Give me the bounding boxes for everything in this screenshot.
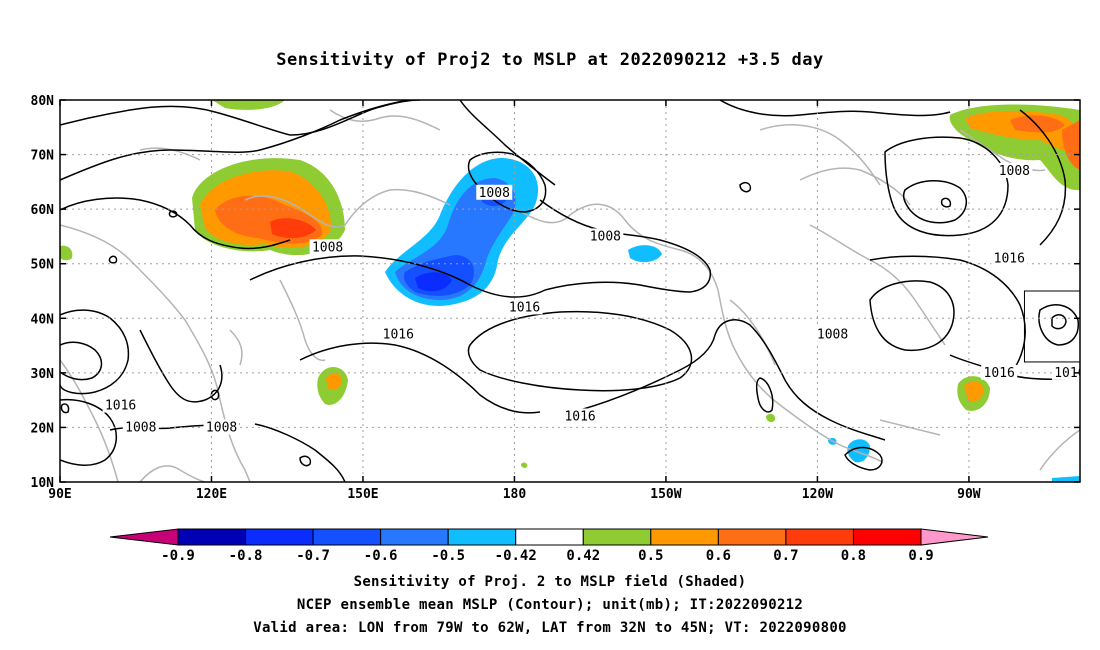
colorbar-label: 0.5 bbox=[638, 548, 663, 564]
lat-label: 50N bbox=[31, 258, 55, 273]
contour-label: 1016 bbox=[984, 366, 1015, 381]
contour-label-bg bbox=[981, 364, 1018, 380]
contour-label: 1016 bbox=[383, 328, 414, 343]
contour-label: 1016 bbox=[509, 300, 540, 315]
colorbar-segment bbox=[717, 528, 787, 546]
lon-label: 120W bbox=[802, 487, 833, 502]
contour-label: 1008 bbox=[312, 240, 343, 255]
colorbar-label: 0.6 bbox=[706, 548, 731, 564]
colorbar-label: 0.8 bbox=[841, 548, 866, 564]
lon-label: 90E bbox=[48, 487, 71, 502]
contour-label: 1016 bbox=[994, 251, 1025, 266]
colorbar-label: -0.7 bbox=[296, 548, 330, 564]
colorbar-right-end bbox=[920, 528, 989, 546]
lat-label: 10N bbox=[31, 476, 55, 491]
colorbar-label: 0.7 bbox=[773, 548, 798, 564]
colorbar-segment bbox=[785, 528, 854, 546]
positive-sensitivity-blob bbox=[212, 100, 285, 110]
negative-sensitivity-blob bbox=[1052, 476, 1080, 482]
negative-sensitivity-blob bbox=[847, 439, 870, 463]
caption-line-1: Sensitivity of Proj. 2 to MSLP field (Sh… bbox=[353, 574, 747, 590]
caption-line-2: NCEP ensemble mean MSLP (Contour); unit(… bbox=[296, 597, 804, 613]
colorbar-segment bbox=[582, 528, 652, 546]
positive-sensitivity-blob bbox=[521, 462, 528, 468]
lon-label: 90W bbox=[957, 487, 981, 502]
contour-label: 1016 bbox=[564, 410, 595, 425]
contour-label-bg bbox=[996, 162, 1033, 178]
colorbar-label: -0.5 bbox=[431, 548, 465, 564]
lon-label: 120E bbox=[196, 487, 227, 502]
lon-label: 150E bbox=[347, 487, 378, 502]
positive-sensitivity-blob bbox=[1010, 115, 1065, 133]
colorbar-segment bbox=[177, 528, 247, 546]
valid-area-box bbox=[1023, 290, 1080, 363]
caption-line-3: Valid area: LON from 79W to 62W, LAT fro… bbox=[253, 620, 847, 636]
lat-label: 30N bbox=[31, 367, 55, 382]
colorbar-label: 0.42 bbox=[566, 548, 600, 564]
colorbar-segment bbox=[380, 528, 449, 546]
contour-label-bg bbox=[122, 419, 159, 435]
lat-label: 70N bbox=[31, 149, 55, 164]
contour-label-bg bbox=[587, 228, 624, 244]
positive-sensitivity-blob bbox=[1062, 120, 1080, 170]
contour-label-bg bbox=[380, 326, 417, 342]
colorbar-segment bbox=[245, 528, 314, 546]
contour-labels: 1008 1008 1008 1016 1016 1008 1016 1008 1016 1016… bbox=[102, 162, 1085, 435]
colorbar-label: -0.6 bbox=[364, 548, 398, 564]
positive-sensitivity-blob bbox=[326, 373, 342, 390]
contour-label-bg bbox=[476, 184, 513, 200]
colorbar-label: -0.9 bbox=[161, 548, 195, 564]
contour-label: 1008 bbox=[125, 420, 156, 435]
contour-label-bg bbox=[203, 419, 240, 435]
lat-label: 60N bbox=[31, 203, 55, 218]
contour-label-bg bbox=[102, 397, 139, 413]
map-title: Sensitivity of Proj2 to MSLP at 20220902… bbox=[276, 50, 824, 70]
lat-label: 80N bbox=[31, 94, 55, 109]
contour-label-bg bbox=[309, 239, 346, 255]
contour-label: 1008 bbox=[479, 186, 510, 201]
contour-label-bg bbox=[814, 326, 851, 342]
contour-label: 1008 bbox=[817, 328, 848, 343]
colorbar-label: 0.9 bbox=[908, 548, 933, 564]
contour-label-bg bbox=[506, 299, 543, 315]
colorbar-label: -0.8 bbox=[229, 548, 263, 564]
colorbar-segment bbox=[852, 528, 922, 546]
positive-sensitivity-blob bbox=[270, 218, 316, 239]
contour-label: 1008 bbox=[999, 164, 1030, 179]
colorbar-segment bbox=[650, 528, 719, 546]
contour-label: 1008 bbox=[590, 229, 621, 244]
colorbar-label: -0.42 bbox=[495, 548, 537, 564]
negative-sensitivity-blob bbox=[628, 245, 662, 263]
contour-label: 1016 bbox=[105, 399, 136, 414]
negative-sensitivity-blob bbox=[415, 272, 452, 292]
positive-sensitivity-blob bbox=[60, 245, 73, 261]
lat-label: 40N bbox=[31, 312, 55, 327]
contour-label: 1008 bbox=[206, 420, 237, 435]
lon-label: 150W bbox=[650, 487, 681, 502]
contour-label-bg bbox=[562, 408, 599, 424]
colorbar-segment bbox=[515, 528, 584, 546]
map-frame bbox=[59, 99, 1081, 483]
positive-sensitivity-blob bbox=[964, 381, 984, 402]
contour-label: 1016 bbox=[1054, 366, 1085, 381]
lat-label: 20N bbox=[31, 421, 55, 436]
colorbar-left-end bbox=[109, 528, 179, 546]
positive-sensitivity-blob bbox=[766, 413, 776, 423]
contour-label-bg bbox=[1051, 364, 1080, 380]
coastlines bbox=[60, 109, 1080, 482]
lon-label: 180 bbox=[503, 487, 527, 502]
colorbar-segment bbox=[312, 528, 382, 546]
colorbar-segment bbox=[447, 528, 517, 546]
contour-label-bg bbox=[991, 250, 1028, 266]
